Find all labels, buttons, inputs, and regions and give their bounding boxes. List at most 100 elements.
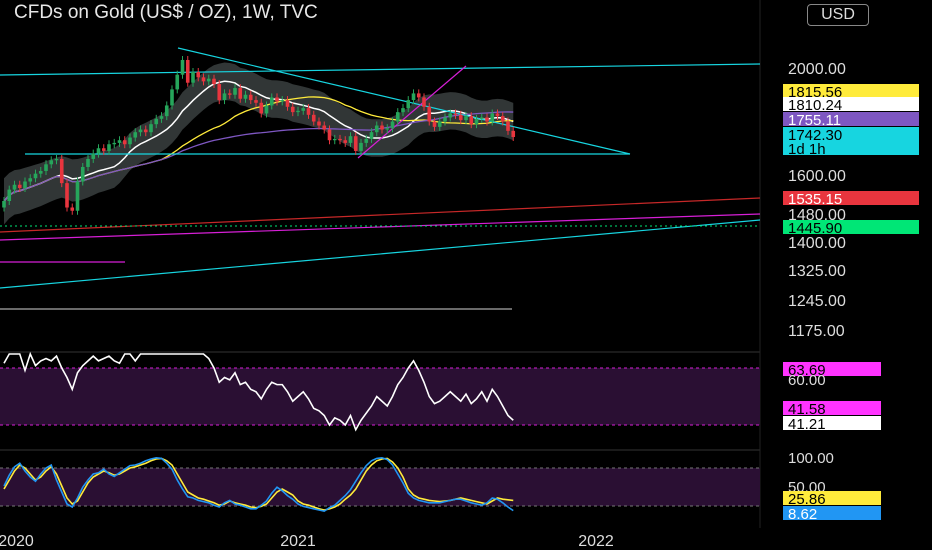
- trendline-magenta: [0, 213, 761, 241]
- candle-body: [196, 72, 201, 78]
- candle-body: [180, 59, 185, 75]
- stoch-tick: 100.00: [788, 450, 834, 467]
- candle-body: [348, 136, 353, 143]
- candle-body: [38, 170, 43, 174]
- price-tag-label: 1742.30: [788, 127, 842, 144]
- candle-body: [364, 138, 369, 143]
- candle-body: [416, 93, 421, 98]
- candle-body: [311, 114, 316, 122]
- candle-body: [17, 184, 22, 188]
- candle-body: [159, 116, 164, 119]
- candle-body: [175, 74, 180, 90]
- candle-body: [254, 100, 258, 103]
- rsi-tick: 41.21: [788, 416, 826, 433]
- candle-body: [259, 102, 264, 114]
- candle-body: [285, 100, 290, 107]
- price-tick: 1175.00: [788, 323, 845, 340]
- price-tag: [783, 220, 919, 234]
- candle-body: [353, 136, 358, 151]
- candle-body: [443, 117, 447, 122]
- price-tag-label: 1535.15: [788, 191, 842, 208]
- price-tick: 1325.00: [788, 263, 846, 280]
- candle-body: [96, 148, 101, 154]
- candle-body: [374, 125, 379, 133]
- candle-body: [422, 97, 426, 107]
- candle-body: [101, 148, 106, 151]
- rsi-tag: [783, 416, 881, 430]
- candle-body: [243, 94, 248, 99]
- candle-body: [233, 88, 237, 95]
- rsi-tick: 60.00: [788, 372, 826, 389]
- trendline-descending: [177, 47, 631, 155]
- trendline-rising: [0, 219, 761, 289]
- candle-body: [238, 88, 243, 99]
- price-tick: 1480.00: [788, 207, 846, 224]
- bollinger-band: [4, 62, 514, 225]
- candle-body: [427, 106, 432, 122]
- candle-body: [474, 118, 479, 125]
- candle-body: [112, 142, 117, 145]
- main-price-pane: [0, 0, 761, 550]
- candle-body: [2, 201, 6, 208]
- candle-body: [54, 158, 59, 161]
- candle-body: [500, 116, 505, 122]
- candle-body: [495, 113, 500, 117]
- candle-body: [380, 125, 384, 130]
- candle-body: [264, 105, 269, 114]
- price-tag-label: 1815.56: [788, 84, 842, 101]
- price-tick: 1245.00: [788, 293, 846, 310]
- candle-body: [479, 117, 484, 119]
- rsi-band: [0, 368, 760, 425]
- time-tick: 2022: [578, 533, 614, 550]
- candle-body: [269, 97, 274, 106]
- currency-button[interactable]: USD: [807, 4, 869, 26]
- candle-body: [59, 158, 64, 184]
- candle-body: [217, 84, 222, 101]
- price-tick: 2000.00: [788, 61, 846, 78]
- chart-title: CFDs on Gold (US$ / OZ), 1W, TVC: [14, 2, 318, 23]
- candle-body: [290, 106, 295, 113]
- candle-body: [28, 178, 33, 182]
- candle-body: [201, 77, 206, 82]
- candle-body: [65, 183, 69, 208]
- price-tag: [783, 127, 919, 155]
- candle-body: [86, 158, 90, 167]
- price-tag-label: 1810.24: [788, 97, 842, 114]
- candle-body: [227, 93, 232, 95]
- candle-body: [432, 121, 437, 127]
- candle-body: [185, 59, 190, 83]
- candle-body: [453, 113, 458, 115]
- candle-body: [212, 78, 216, 85]
- time-tick: 2020: [0, 533, 34, 550]
- candle-body: [122, 140, 127, 145]
- rsi-tick: 41.58: [788, 401, 826, 418]
- candle-body: [464, 116, 468, 121]
- candle-body: [280, 100, 285, 102]
- candle-body: [369, 132, 374, 139]
- candle-body: [296, 110, 300, 113]
- price-tick: 1400.00: [788, 235, 846, 252]
- candle-body: [107, 144, 111, 151]
- candle-body: [327, 129, 332, 141]
- candle-body: [390, 121, 395, 129]
- stoch-tag: [783, 491, 881, 505]
- candle-body: [437, 121, 442, 127]
- candle-body: [490, 113, 495, 122]
- candle-body: [448, 113, 453, 118]
- candle-body: [332, 138, 337, 141]
- rsi-tag: [783, 401, 881, 415]
- candle-body: [317, 121, 321, 126]
- candle-body: [143, 129, 148, 133]
- price-tick: 1600.00: [788, 168, 846, 185]
- rsi-tick: 63.69: [788, 362, 826, 379]
- candle-body: [33, 173, 38, 179]
- candle-body: [485, 117, 489, 122]
- candle-body: [154, 118, 159, 125]
- price-tag-label: 1445.90: [788, 220, 842, 237]
- candle-body: [75, 181, 80, 211]
- candle-body: [401, 108, 405, 113]
- candle-body: [222, 93, 227, 101]
